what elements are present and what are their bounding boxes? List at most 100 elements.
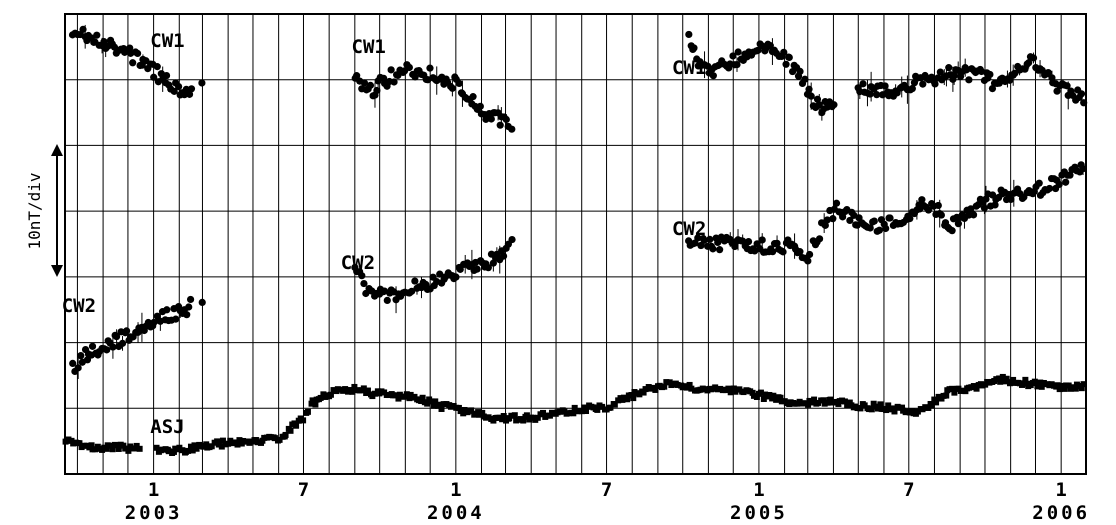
asj-point [933, 399, 940, 406]
asj-point [581, 404, 588, 411]
asj-point [749, 389, 756, 396]
asj-point [349, 388, 356, 395]
cw1-point [496, 121, 504, 129]
cw1-point [129, 59, 137, 67]
asj-point [820, 397, 827, 404]
cw1-point [965, 76, 973, 84]
cw2-point [716, 246, 724, 254]
cw2-point [484, 264, 492, 272]
asj-point [583, 408, 590, 415]
cw2-point [436, 270, 444, 278]
cw1-point [469, 93, 477, 101]
cw2-point [706, 235, 714, 243]
asj-point [611, 401, 618, 408]
asj-point [571, 404, 578, 411]
cw2-point [172, 315, 180, 323]
asj-point [766, 391, 773, 398]
cw1-point [153, 63, 161, 71]
chart-frame [64, 13, 1087, 475]
cw2-point [358, 272, 366, 280]
asj-point [76, 440, 83, 447]
asj-point [432, 398, 439, 405]
asj-point [725, 385, 732, 392]
cw2-point [937, 211, 945, 219]
cw1-point [390, 78, 398, 86]
cw2-point [870, 217, 878, 225]
asj-point [508, 412, 515, 419]
asj-point [951, 389, 958, 396]
asj-point [727, 389, 734, 396]
asj-point [276, 436, 283, 443]
cw1-point [780, 48, 788, 56]
asj-point [219, 437, 226, 444]
x-year-label: 2006 [1032, 502, 1090, 524]
cw2-point [694, 234, 702, 242]
cw1-point [93, 31, 101, 39]
asj-point [640, 389, 647, 396]
series-label-cw1: CW1 [672, 57, 706, 79]
cw2-point [77, 352, 85, 360]
asj-point [424, 400, 431, 407]
cw1-point [185, 90, 194, 98]
asj-point [214, 438, 221, 445]
asj-point [523, 412, 530, 419]
cw2-point [846, 216, 854, 225]
asj-point [997, 378, 1004, 385]
cw1-point [782, 60, 790, 68]
cw2-point [924, 206, 933, 214]
asj-point [688, 385, 695, 392]
asj-point [419, 394, 426, 401]
cw2-point [499, 252, 508, 260]
asj-point [360, 385, 367, 392]
cw1-point [945, 64, 953, 72]
asj-point [520, 417, 527, 424]
asj-point [1038, 383, 1045, 390]
cw2-point [185, 303, 193, 311]
cw2-point [473, 265, 481, 273]
asj-point [1037, 379, 1044, 386]
cw1-point [187, 85, 196, 93]
cw2-point [697, 241, 705, 250]
asj-point [187, 443, 194, 450]
cw2-point [948, 227, 956, 235]
asj-point [246, 439, 253, 446]
asj-point [88, 442, 95, 449]
asj-point [925, 404, 932, 411]
series-cw2 [69, 161, 1087, 379]
cw1-point [986, 70, 994, 79]
chart-series [62, 24, 1088, 456]
asj-point [236, 437, 243, 444]
asj-point [460, 410, 467, 417]
asj-point [1061, 385, 1068, 392]
series-labels: CW1 CW1 CW1 CW2 CW2 CW2 ASJ [62, 30, 707, 438]
asj-point [841, 398, 848, 405]
cw2-point [969, 211, 978, 219]
asj-point [949, 385, 956, 392]
asj-point [1003, 375, 1010, 382]
asj-point [336, 386, 343, 393]
cw2-point [83, 356, 92, 364]
asj-point [115, 445, 122, 452]
cw1-point [919, 80, 927, 88]
cw2-point [1062, 178, 1070, 186]
x-tick-label: 1 [148, 479, 159, 501]
asj-point [607, 404, 614, 411]
cw1-point [373, 86, 381, 95]
asj-point [1072, 385, 1079, 392]
asj-point [300, 417, 307, 424]
asj-point [620, 394, 627, 401]
asj-point [436, 401, 443, 408]
asj-point [831, 398, 838, 405]
cw2-point [829, 215, 837, 223]
cw1-point [175, 82, 183, 91]
asj-point [218, 443, 225, 450]
cw2-point [906, 215, 914, 223]
asj-point [1019, 381, 1026, 388]
cw1-point [830, 101, 838, 109]
asj-point [534, 414, 541, 421]
asj-point [170, 448, 177, 455]
asj-point [928, 402, 935, 409]
asj-point [240, 437, 247, 444]
asj-point [312, 401, 319, 408]
